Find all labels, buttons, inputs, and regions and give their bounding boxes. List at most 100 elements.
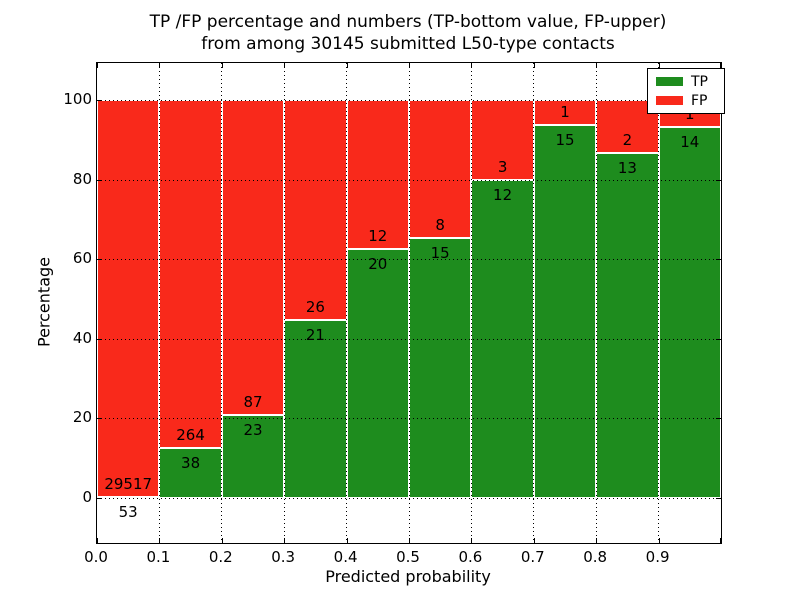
x-tick-mark xyxy=(596,63,598,68)
x-tick-mark xyxy=(471,63,473,68)
tp-count-label: 21 xyxy=(305,326,325,345)
legend: TP FP xyxy=(647,68,725,114)
x-tick-mark xyxy=(97,63,98,68)
fp-bar-segment xyxy=(159,100,222,448)
x-tick-label: 0.7 xyxy=(520,548,545,566)
y-tick-mark xyxy=(97,100,102,101)
y-tick-label: 20 xyxy=(72,408,92,427)
fp-bar-segment xyxy=(346,100,409,250)
fp-bar-segment xyxy=(97,100,160,498)
x-tick-label: 0.9 xyxy=(645,548,670,566)
tp-count-label: 38 xyxy=(181,453,201,472)
fp-count-label: 87 xyxy=(243,392,263,411)
horizontal-gridline xyxy=(97,179,721,181)
grid-layer xyxy=(97,63,721,543)
x-tick-mark xyxy=(409,538,410,543)
legend-item-tp: TP xyxy=(656,75,724,89)
tp-bar-segment xyxy=(596,153,659,498)
vertical-gridline xyxy=(595,63,597,543)
fp-count-label: 8 xyxy=(435,216,445,235)
y-tick-mark xyxy=(97,179,102,181)
x-axis-label: Predicted probability xyxy=(325,567,491,586)
tp-count-label: 15 xyxy=(555,130,575,149)
x-tick-label: 0.3 xyxy=(271,548,296,566)
tp-count-label: 23 xyxy=(243,420,263,439)
tp-count-label: 15 xyxy=(430,244,450,263)
legend-item-fp: FP xyxy=(656,94,724,108)
fp-count-label: 3 xyxy=(497,157,508,176)
x-tick-mark xyxy=(284,63,286,68)
x-tick-mark xyxy=(159,63,161,68)
fp-bar-segment xyxy=(409,100,472,239)
tp-count-label: 20 xyxy=(368,255,388,274)
tp-bar-segment xyxy=(97,497,160,498)
x-tick-mark xyxy=(471,538,473,543)
y-tick-mark xyxy=(97,259,102,261)
y-tick-mark xyxy=(97,418,102,420)
tp-bar-segment xyxy=(409,238,472,498)
fp-count-label: 264 xyxy=(176,425,205,444)
tp-bar-segment xyxy=(284,320,347,498)
chart-title: TP /FP percentage and numbers (TP-bottom… xyxy=(96,11,720,55)
tp-bar-segment xyxy=(533,124,597,498)
horizontal-gridline xyxy=(97,100,721,101)
x-tick-mark xyxy=(720,63,721,68)
tp-count-label: 14 xyxy=(680,132,700,151)
fp-legend-swatch xyxy=(656,96,683,105)
x-tick-label: 0.6 xyxy=(458,548,483,566)
legend-label-fp: FP xyxy=(691,92,708,109)
y-tick-label: 80 xyxy=(72,169,92,188)
tp-bar-segment xyxy=(159,447,222,498)
fp-count-label: 1 xyxy=(560,102,570,121)
y-tick-mark xyxy=(716,498,721,499)
x-tick-mark xyxy=(159,538,161,543)
vertical-gridline xyxy=(221,63,223,543)
chart-title-line1: TP /FP percentage and numbers (TP-bottom… xyxy=(149,12,667,32)
fp-bar-segment xyxy=(471,100,534,180)
vertical-gridline xyxy=(283,63,285,543)
y-tick-mark xyxy=(716,179,721,181)
tp-bar-segment xyxy=(346,249,409,498)
vertical-gridline xyxy=(408,63,410,543)
fp-bar-segment xyxy=(533,100,597,125)
y-tick-mark xyxy=(97,498,102,499)
vertical-gridline xyxy=(158,63,160,543)
fp-count-label: 2 xyxy=(622,131,633,150)
fp-count-label: 26 xyxy=(305,298,325,317)
legend-label-tp: TP xyxy=(691,73,708,90)
chart-title-line2: from among 30145 submitted L50-type cont… xyxy=(201,34,615,54)
x-tick-mark xyxy=(97,538,98,543)
y-tick-label: 0 xyxy=(82,488,92,506)
x-tick-mark xyxy=(221,538,223,543)
x-tick-mark xyxy=(658,538,660,543)
y-tick-mark xyxy=(97,338,102,340)
tp-count-label: 53 xyxy=(118,503,138,522)
x-tick-mark xyxy=(346,538,348,543)
y-tick-mark xyxy=(716,338,721,340)
tp-legend-swatch xyxy=(656,77,683,86)
vertical-gridline xyxy=(533,63,535,543)
x-tick-mark xyxy=(409,63,410,68)
x-tick-mark xyxy=(720,538,721,543)
x-tick-label: 0.1 xyxy=(146,548,171,566)
vertical-gridline xyxy=(470,63,472,543)
bars-layer xyxy=(97,63,721,543)
tp-bar-segment xyxy=(658,126,721,498)
tp-count-label: 13 xyxy=(617,159,637,178)
tp-count-label: 12 xyxy=(493,185,513,204)
x-tick-label: 0.2 xyxy=(208,548,233,566)
tp-bar-segment xyxy=(221,414,285,498)
fp-count-label: 29517 xyxy=(104,475,153,494)
x-tick-mark xyxy=(533,538,535,543)
fp-bar-segment xyxy=(284,100,347,321)
vertical-gridline xyxy=(346,63,348,543)
x-tick-label: 0.4 xyxy=(333,548,358,566)
y-tick-mark xyxy=(716,259,721,261)
tp-bar-segment xyxy=(471,179,534,498)
x-tick-mark xyxy=(658,63,660,68)
horizontal-gridline xyxy=(97,259,721,261)
x-tick-mark xyxy=(533,63,535,68)
y-tick-label: 100 xyxy=(63,90,92,108)
horizontal-gridline xyxy=(97,338,721,340)
